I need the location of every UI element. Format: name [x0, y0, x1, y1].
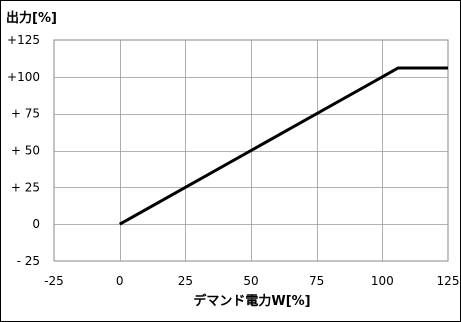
series-line — [118, 66, 448, 226]
y-axis-label: 出力[%] — [6, 10, 57, 26]
x-tick-label: 50 — [243, 274, 258, 288]
x-axis-label: デマンド電力W[%] — [193, 293, 310, 309]
x-tick-label: 100 — [371, 274, 394, 288]
y-tick-label: 0 — [32, 217, 40, 231]
x-tick-label: 25 — [178, 274, 193, 288]
series-layer — [118, 66, 448, 226]
tick-labels: -25 0 25 50 75 100 125 +125 +100 + 75 + 50 + 25 0 - 2… — [7, 33, 459, 288]
x-tick-label: 0 — [116, 274, 124, 288]
y-tick-label: - 25 — [17, 254, 40, 268]
x-tick-label: 125 — [437, 274, 460, 288]
y-tick-label: + 25 — [11, 180, 40, 194]
y-tick-label: +100 — [7, 70, 40, 84]
y-tick-label: +125 — [7, 33, 40, 47]
x-tick-label: -25 — [44, 274, 64, 288]
y-tick-label: + 75 — [11, 107, 40, 121]
x-tick-label: 75 — [309, 274, 324, 288]
y-tick-label: + 50 — [11, 144, 40, 158]
